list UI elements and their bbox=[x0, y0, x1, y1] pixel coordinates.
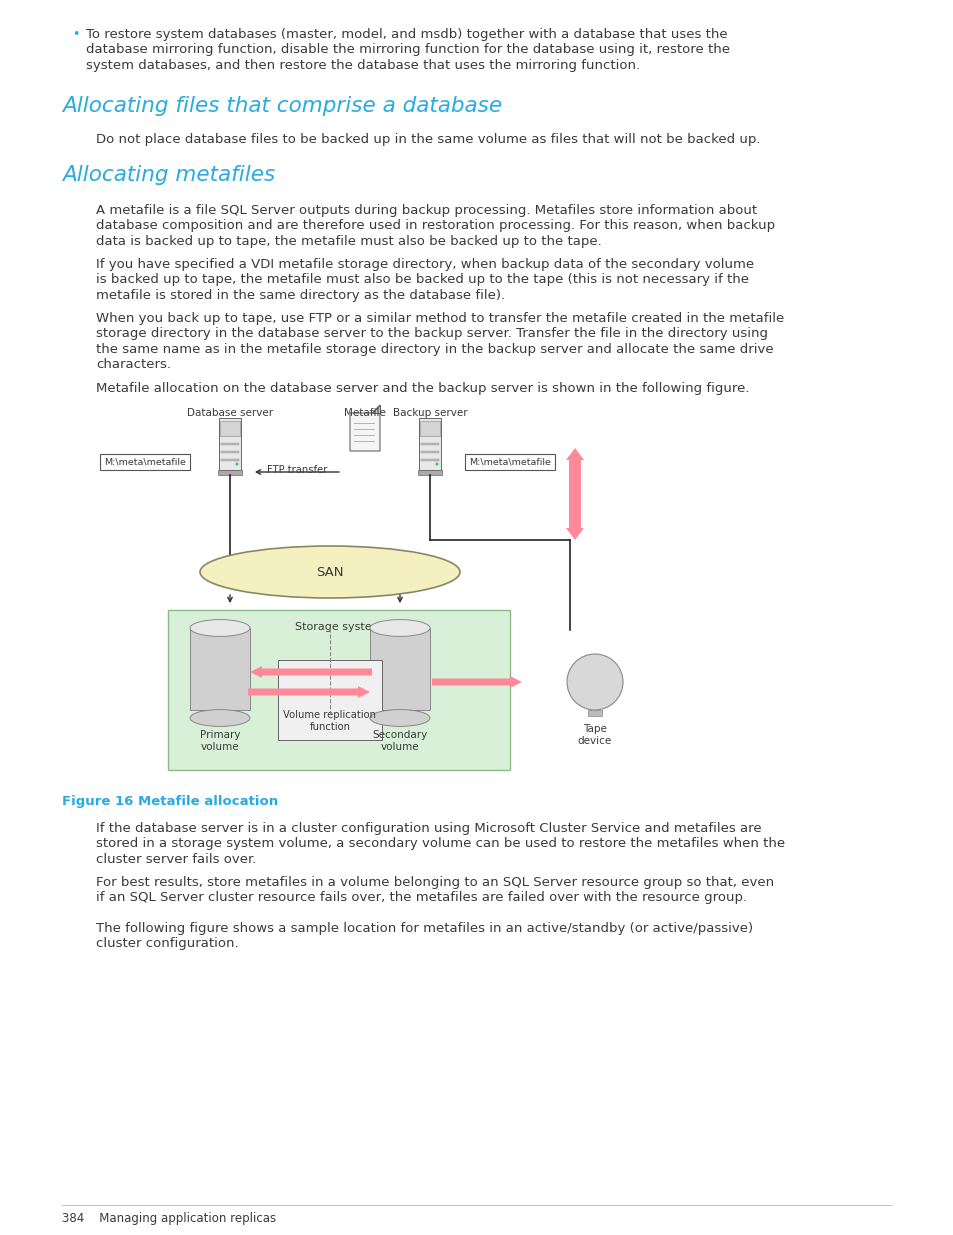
FancyBboxPatch shape bbox=[220, 421, 240, 436]
FancyArrow shape bbox=[248, 685, 370, 698]
FancyArrow shape bbox=[432, 676, 521, 688]
Text: The following figure shows a sample location for metafiles in an active/standby : The following figure shows a sample loca… bbox=[96, 923, 752, 935]
Text: Database server: Database server bbox=[187, 408, 273, 417]
FancyBboxPatch shape bbox=[370, 629, 430, 710]
FancyBboxPatch shape bbox=[221, 458, 239, 461]
Text: Metafile: Metafile bbox=[344, 408, 386, 417]
Text: Metafile allocation on the database server and the backup server is shown in the: Metafile allocation on the database serv… bbox=[96, 382, 749, 395]
Text: Tape: Tape bbox=[582, 724, 606, 734]
Text: To restore system databases (master, model, and msdb) together with a database t: To restore system databases (master, mod… bbox=[86, 28, 727, 41]
FancyArrow shape bbox=[565, 448, 583, 530]
Circle shape bbox=[566, 655, 622, 710]
Text: Do not place database files to be backed up in the same volume as files that wil: Do not place database files to be backed… bbox=[96, 133, 760, 146]
Text: cluster server fails over.: cluster server fails over. bbox=[96, 853, 256, 866]
Ellipse shape bbox=[200, 546, 459, 598]
Text: Secondary: Secondary bbox=[372, 730, 427, 740]
Text: For best results, store metafiles in a volume belonging to an SQL Server resourc: For best results, store metafiles in a v… bbox=[96, 876, 773, 889]
FancyBboxPatch shape bbox=[221, 451, 239, 453]
Text: storage directory in the database server to the backup server. Transfer the file: storage directory in the database server… bbox=[96, 327, 767, 341]
Polygon shape bbox=[372, 405, 379, 412]
FancyBboxPatch shape bbox=[587, 710, 601, 716]
Ellipse shape bbox=[370, 710, 430, 726]
FancyBboxPatch shape bbox=[420, 458, 438, 461]
Ellipse shape bbox=[190, 710, 250, 726]
Circle shape bbox=[235, 462, 238, 466]
FancyBboxPatch shape bbox=[221, 442, 239, 445]
FancyBboxPatch shape bbox=[100, 454, 190, 471]
Text: the same name as in the metafile storage directory in the backup server and allo: the same name as in the metafile storage… bbox=[96, 343, 773, 356]
Text: database composition and are therefore used in restoration processing. For this : database composition and are therefore u… bbox=[96, 220, 774, 232]
Ellipse shape bbox=[190, 620, 250, 636]
Text: characters.: characters. bbox=[96, 358, 171, 372]
Text: database mirroring function, disable the mirroring function for the database usi: database mirroring function, disable the… bbox=[86, 43, 729, 57]
FancyArrow shape bbox=[250, 666, 372, 678]
Text: 384    Managing application replicas: 384 Managing application replicas bbox=[62, 1212, 275, 1225]
FancyBboxPatch shape bbox=[420, 451, 438, 453]
Text: Allocating metafiles: Allocating metafiles bbox=[62, 165, 275, 185]
Polygon shape bbox=[350, 405, 379, 451]
Text: Primary: Primary bbox=[199, 730, 240, 740]
Text: FTP transfer: FTP transfer bbox=[267, 466, 327, 475]
Text: Allocating files that comprise a database: Allocating files that comprise a databas… bbox=[62, 96, 501, 116]
Text: M:\meta\metafile: M:\meta\metafile bbox=[104, 457, 186, 467]
Text: volume: volume bbox=[380, 742, 419, 752]
Text: Storage system: Storage system bbox=[294, 622, 382, 632]
Text: If the database server is in a cluster configuration using Microsoft Cluster Ser: If the database server is in a cluster c… bbox=[96, 823, 760, 835]
Text: data is backed up to tape, the metafile must also be backed up to the tape.: data is backed up to tape, the metafile … bbox=[96, 235, 601, 248]
FancyBboxPatch shape bbox=[419, 421, 439, 436]
Text: Backup server: Backup server bbox=[393, 408, 467, 417]
FancyArrow shape bbox=[565, 458, 583, 540]
FancyBboxPatch shape bbox=[219, 417, 241, 471]
Text: system databases, and then restore the database that uses the mirroring function: system databases, and then restore the d… bbox=[86, 59, 639, 72]
Text: If you have specified a VDI metafile storage directory, when backup data of the : If you have specified a VDI metafile sto… bbox=[96, 258, 753, 270]
FancyBboxPatch shape bbox=[277, 659, 381, 740]
Text: When you back up to tape, use FTP or a similar method to transfer the metafile c: When you back up to tape, use FTP or a s… bbox=[96, 312, 783, 325]
Text: stored in a storage system volume, a secondary volume can be used to restore the: stored in a storage system volume, a sec… bbox=[96, 837, 784, 851]
FancyBboxPatch shape bbox=[168, 610, 510, 769]
FancyBboxPatch shape bbox=[420, 442, 438, 445]
Text: function: function bbox=[309, 722, 350, 732]
Text: device: device bbox=[578, 736, 612, 746]
Text: Volume replication: Volume replication bbox=[283, 710, 376, 720]
Circle shape bbox=[435, 462, 438, 466]
Ellipse shape bbox=[370, 620, 430, 636]
Text: volume: volume bbox=[200, 742, 239, 752]
FancyBboxPatch shape bbox=[418, 417, 440, 471]
FancyBboxPatch shape bbox=[464, 454, 555, 471]
Text: Figure 16 Metafile allocation: Figure 16 Metafile allocation bbox=[62, 795, 278, 808]
Text: cluster configuration.: cluster configuration. bbox=[96, 937, 238, 951]
FancyBboxPatch shape bbox=[417, 471, 441, 475]
Text: if an SQL Server cluster resource fails over, the metafiles are failed over with: if an SQL Server cluster resource fails … bbox=[96, 892, 746, 904]
FancyBboxPatch shape bbox=[190, 629, 250, 710]
Text: is backed up to tape, the metafile must also be backed up to the tape (this is n: is backed up to tape, the metafile must … bbox=[96, 273, 748, 287]
FancyBboxPatch shape bbox=[218, 471, 242, 475]
Text: A metafile is a file SQL Server outputs during backup processing. Metafiles stor: A metafile is a file SQL Server outputs … bbox=[96, 204, 757, 217]
Text: metafile is stored in the same directory as the database file).: metafile is stored in the same directory… bbox=[96, 289, 504, 303]
Text: •: • bbox=[71, 28, 79, 41]
Text: SAN: SAN bbox=[315, 566, 343, 578]
Text: M:\meta\metafile: M:\meta\metafile bbox=[469, 457, 551, 467]
